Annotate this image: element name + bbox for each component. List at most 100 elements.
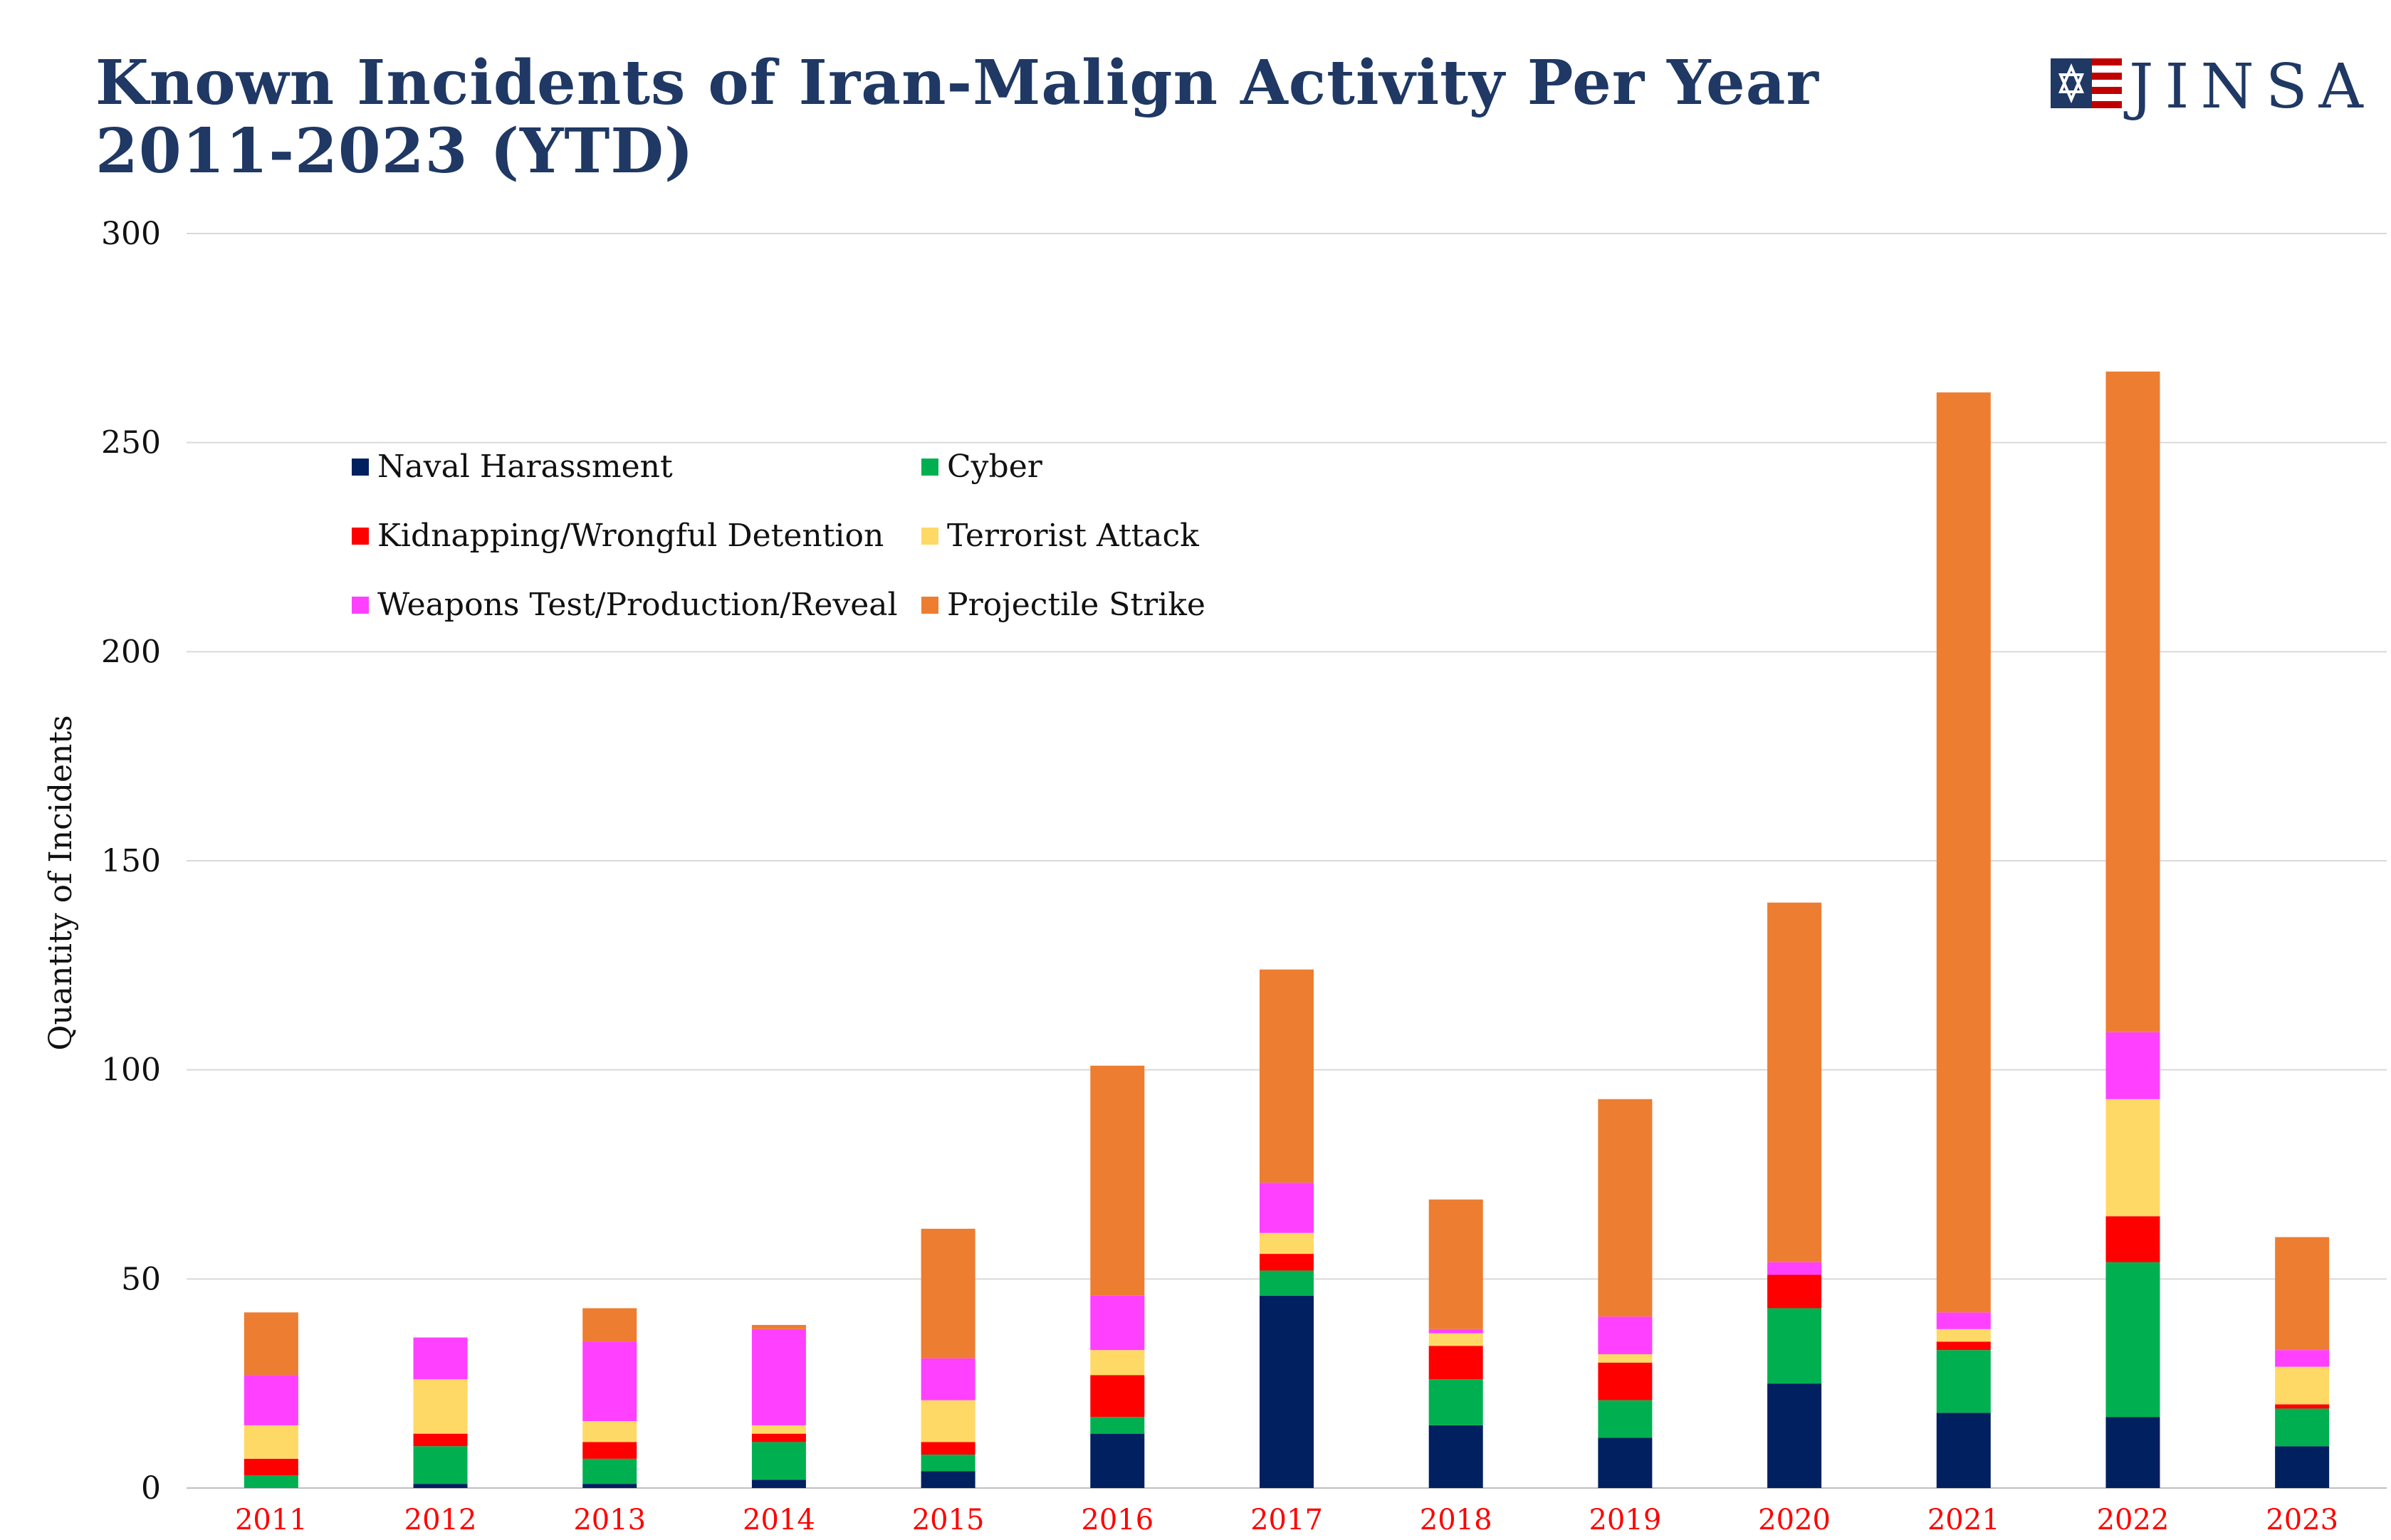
bar-segment (1260, 1270, 1314, 1296)
legend-item: Cyber (921, 449, 1042, 485)
bar-segment (1260, 1254, 1314, 1271)
bar-segment (413, 1446, 468, 1484)
bar-segment (1936, 1341, 1991, 1351)
bar-segment (1598, 1400, 1653, 1438)
bar-segment (751, 1442, 806, 1480)
x-tick-label: 2018 (1420, 1504, 1492, 1536)
bar-segment (921, 1455, 975, 1472)
bar-segment (244, 1312, 298, 1376)
bar-segment (2105, 1417, 2160, 1488)
bar-segment (2275, 1404, 2330, 1409)
flag-star-icon (2051, 58, 2122, 108)
x-tick-label: 2013 (573, 1504, 646, 1536)
bar-segment (2105, 1216, 2160, 1262)
bar-segment (1090, 1350, 1145, 1376)
bar-segment (413, 1484, 468, 1488)
bar-segment (1936, 1413, 1991, 1488)
bar-segment (1767, 1383, 1822, 1488)
x-tick-label: 2023 (2266, 1504, 2338, 1536)
x-tick-label: 2020 (1758, 1504, 1831, 1536)
bar-segment (244, 1375, 298, 1425)
bar-segment (1260, 969, 1314, 1183)
bar-segment (1936, 1350, 1991, 1413)
bar-segment (1936, 1312, 1991, 1329)
x-tick-label: 2015 (912, 1504, 985, 1536)
legend-label: Projectile Strike (947, 587, 1205, 623)
legend-swatch (352, 596, 369, 614)
bar-segment (1428, 1425, 1483, 1488)
y-tick-label: 250 (101, 425, 161, 461)
x-axis-ticks: 2011 2012 2013 2014 2015 2016 2017 2018 2019 2020… (235, 1504, 2338, 1536)
bar-segment (582, 1442, 637, 1459)
bar-segment (1767, 902, 1822, 1262)
bar-segment (1090, 1375, 1145, 1418)
bar-segment (751, 1324, 806, 1329)
bar-segment (2275, 1366, 2330, 1405)
y-tick-label: 0 (141, 1470, 161, 1507)
legend-label: Weapons Test/Production/Reveal (377, 587, 898, 623)
bar-segment (413, 1337, 468, 1380)
legend-swatch (352, 458, 369, 476)
legend-item: Kidnapping/Wrongful Detention (352, 518, 884, 554)
bar-segment (1090, 1417, 1145, 1434)
bar-segment (751, 1479, 806, 1488)
bar-segment (1598, 1316, 1653, 1355)
bar-segment (1936, 392, 1991, 1313)
legend-item: Projectile Strike (921, 587, 1205, 623)
bar-segment (582, 1421, 637, 1442)
bar-segment (2275, 1446, 2330, 1488)
x-tick-label: 2012 (404, 1504, 477, 1536)
bar-segment (921, 1442, 975, 1455)
bar-segment (1767, 1262, 1822, 1275)
bar-segment (2105, 1099, 2160, 1217)
bar-segment (921, 1471, 975, 1488)
bar-segment (1090, 1295, 1145, 1351)
x-tick-label: 2019 (1589, 1504, 1661, 1536)
bar-segment (582, 1458, 637, 1484)
y-tick-label: 50 (121, 1261, 161, 1297)
bar-segment (751, 1425, 806, 1434)
bar-segment (244, 1425, 298, 1459)
bar-segment (921, 1228, 975, 1358)
legend-label: Kidnapping/Wrongful Detention (377, 518, 884, 554)
bar-segment (1767, 1274, 1822, 1309)
bar-segment (1260, 1295, 1314, 1488)
bar-segment (1598, 1437, 1653, 1488)
bar-segment (751, 1433, 806, 1442)
legend-swatch (921, 458, 938, 476)
bar-segment (1090, 1065, 1145, 1296)
y-axis-label: Quantity of Incidents (43, 715, 79, 1050)
bar-segment (921, 1358, 975, 1400)
x-tick-label: 2014 (743, 1504, 815, 1536)
bar-segment (582, 1484, 637, 1488)
bar-segment (751, 1329, 806, 1425)
bar-segment (1936, 1329, 1991, 1342)
bar-segment (1090, 1433, 1145, 1488)
x-tick-label: 2022 (2097, 1504, 2170, 1536)
bar-segment (1767, 1308, 1822, 1384)
legend-item: Naval Harassment (352, 449, 673, 485)
bar-segment (2105, 371, 2160, 1032)
bar-segment (582, 1341, 637, 1422)
chart-title-line-1: Known Incidents of Iran-Malign Activity … (95, 47, 1819, 119)
legend-item: Terrorist Attack (921, 518, 1199, 554)
x-tick-label: 2016 (1081, 1504, 1153, 1536)
bar-segment (921, 1400, 975, 1442)
bar-segment (413, 1379, 468, 1434)
bar-segment (413, 1433, 468, 1447)
bar-segment (1428, 1346, 1483, 1380)
legend-label: Cyber (947, 449, 1042, 485)
y-tick-label: 200 (101, 634, 161, 670)
bar-segment (1428, 1329, 1483, 1334)
y-tick-label: 300 (101, 216, 161, 252)
legend-swatch (921, 527, 938, 545)
bar-segment (1598, 1362, 1653, 1400)
x-tick-label: 2011 (235, 1504, 308, 1536)
bar-segment (2275, 1350, 2330, 1367)
legend-swatch (921, 596, 938, 614)
legend-swatch (352, 527, 369, 545)
logo-text: JINSA (2129, 51, 2375, 122)
bar-segment (2275, 1408, 2330, 1447)
bar-segment (2105, 1032, 2160, 1099)
